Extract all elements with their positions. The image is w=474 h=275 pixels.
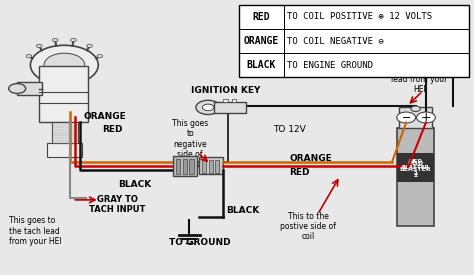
Bar xyxy=(397,128,435,226)
Text: MSD
BLASTER
2: MSD BLASTER 2 xyxy=(402,159,429,176)
Circle shape xyxy=(417,112,436,123)
Circle shape xyxy=(97,54,102,58)
Bar xyxy=(215,160,219,173)
Bar xyxy=(17,82,42,95)
Bar xyxy=(397,153,435,182)
Text: ORANGE: ORANGE xyxy=(244,36,279,46)
Text: BLACK: BLACK xyxy=(118,180,152,189)
Text: TO 12V: TO 12V xyxy=(273,125,306,134)
Text: BLACK: BLACK xyxy=(226,206,259,215)
Bar xyxy=(214,102,246,113)
Bar xyxy=(189,159,193,174)
Bar xyxy=(47,143,82,157)
Circle shape xyxy=(87,44,92,48)
Bar xyxy=(223,99,228,102)
Circle shape xyxy=(196,100,220,114)
Bar xyxy=(399,107,432,128)
Circle shape xyxy=(36,44,42,48)
Text: This to the
postive side of
coil: This to the postive side of coil xyxy=(280,211,336,241)
Text: BLACK: BLACK xyxy=(246,60,276,70)
Text: GRAY TO
TACH INPUT: GRAY TO TACH INPUT xyxy=(90,195,146,214)
Bar xyxy=(173,156,197,176)
Circle shape xyxy=(71,39,76,42)
Bar xyxy=(39,66,88,122)
Circle shape xyxy=(411,106,420,111)
Circle shape xyxy=(202,104,214,111)
Text: MSD
BLASTER
2: MSD BLASTER 2 xyxy=(400,161,431,178)
Text: ORANGE: ORANGE xyxy=(83,112,126,122)
Text: TO ENGINE GROUND: TO ENGINE GROUND xyxy=(287,61,374,70)
Circle shape xyxy=(53,39,58,42)
Bar xyxy=(209,160,213,173)
Text: This goes to
the tach lead
from your HEI: This goes to the tach lead from your HEI xyxy=(9,216,62,246)
Text: IGNITION KEY: IGNITION KEY xyxy=(191,86,261,95)
Bar xyxy=(239,5,469,77)
Bar xyxy=(199,158,223,174)
Text: TO COIL POSITIVE ⊕ 12 VOLTS: TO COIL POSITIVE ⊕ 12 VOLTS xyxy=(287,12,432,21)
Bar xyxy=(232,99,237,102)
Text: −: − xyxy=(401,112,411,123)
Bar xyxy=(202,160,206,173)
Text: RED: RED xyxy=(252,12,270,22)
Text: This goes
to
negative
side of
your coil: This goes to negative side of your coil xyxy=(172,119,209,170)
Circle shape xyxy=(9,84,26,94)
Text: +: + xyxy=(420,111,431,124)
Text: RED: RED xyxy=(102,125,123,134)
Circle shape xyxy=(26,54,32,58)
Text: TO GROUND: TO GROUND xyxy=(169,238,230,246)
Text: ORANGE: ORANGE xyxy=(289,154,332,163)
Circle shape xyxy=(44,53,85,77)
Circle shape xyxy=(397,112,416,123)
Bar xyxy=(176,159,180,174)
Text: RED: RED xyxy=(289,168,310,177)
Text: This is the Bat
lead from your
HEI: This is the Bat lead from your HEI xyxy=(391,65,447,94)
Bar xyxy=(182,159,187,174)
Text: TO COIL NEGATIVE ⊖: TO COIL NEGATIVE ⊖ xyxy=(287,37,384,46)
Bar xyxy=(52,122,78,144)
Circle shape xyxy=(30,45,98,85)
